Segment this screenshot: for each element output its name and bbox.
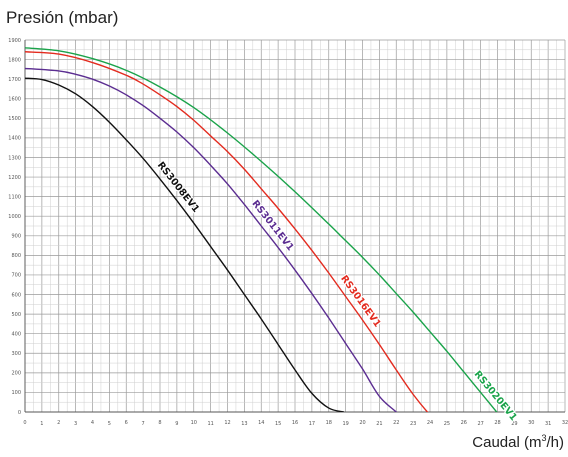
y-tick-300: 300 — [11, 351, 21, 357]
x-tick-15: 15 — [275, 421, 281, 427]
x-tick-11: 11 — [207, 421, 213, 427]
x-tick-5: 5 — [108, 421, 111, 427]
x-tick-7: 7 — [142, 421, 145, 427]
x-tick-8: 8 — [158, 420, 161, 426]
y-tick-600: 600 — [11, 292, 21, 298]
x-tick-18: 18 — [326, 420, 332, 426]
x-tick-1: 1 — [40, 421, 43, 427]
x-tick-13: 13 — [241, 421, 247, 427]
x-tick-28: 28 — [494, 420, 500, 426]
y-tick-500: 500 — [11, 312, 21, 318]
series-line-rs3011ev1 — [25, 67, 398, 412]
x-tick-2: 2 — [57, 420, 60, 426]
y-tick-800: 800 — [11, 253, 21, 259]
x-tick-3: 3 — [74, 421, 77, 427]
y-tick-700: 700 — [11, 273, 21, 279]
y-tick-1700: 1700 — [8, 77, 21, 83]
series-label-rs3020ev1: RS3020EV1 — [472, 369, 519, 423]
x-tick-6: 6 — [125, 420, 128, 426]
x-tick-32: 32 — [562, 420, 568, 426]
x-tick-10: 10 — [191, 420, 197, 426]
plot-grid — [24, 39, 566, 413]
x-axis-title: Caudal (m3/h) — [472, 433, 564, 451]
y-tick-1300: 1300 — [8, 155, 21, 161]
y-tick-1800: 1800 — [8, 57, 21, 63]
x-tick-30: 30 — [528, 420, 534, 426]
x-tick-21: 21 — [376, 421, 382, 427]
x-axis-title-suffix: /h) — [546, 434, 564, 451]
y-tick-1500: 1500 — [8, 116, 21, 122]
y-axis-title: Presión (mbar) — [6, 8, 119, 27]
y-tick-0: 0 — [18, 410, 21, 416]
series-line-rs3016ev1 — [25, 51, 429, 412]
y-tick-1000: 1000 — [8, 214, 21, 220]
x-tick-22: 22 — [393, 420, 399, 426]
y-tick-1400: 1400 — [8, 136, 21, 142]
x-tick-4: 4 — [91, 420, 94, 426]
plot-axes — [24, 40, 565, 413]
x-tick-25: 25 — [444, 421, 450, 427]
x-tick-19: 19 — [342, 421, 348, 427]
y-tick-1200: 1200 — [8, 175, 21, 181]
x-axis-title-superscript: 3 — [541, 433, 547, 443]
x-tick-20: 20 — [359, 420, 365, 426]
y-tick-900: 900 — [11, 234, 21, 240]
x-tick-16: 16 — [292, 420, 298, 426]
x-tick-17: 17 — [309, 421, 315, 427]
x-tick-9: 9 — [175, 421, 178, 427]
y-tick-100: 100 — [11, 390, 21, 396]
y-tick-1900: 1900 — [8, 38, 21, 44]
x-tick-29: 29 — [511, 421, 517, 427]
series-line-rs3020ev1 — [25, 47, 498, 412]
x-tick-14: 14 — [258, 420, 264, 426]
x-tick-labels: 0 1 2 3 4 5 6 7 8 9 10 11 12 13 14 15 16 17 18 19 20 21 22 23 24… — [23, 420, 568, 427]
x-tick-23: 23 — [410, 421, 416, 427]
x-tick-26: 26 — [461, 420, 467, 426]
x-tick-31: 31 — [545, 421, 551, 427]
x-tick-12: 12 — [224, 420, 230, 426]
y-tick-400: 400 — [11, 331, 21, 337]
x-tick-27: 27 — [477, 421, 483, 427]
x-tick-0: 0 — [23, 420, 26, 426]
series-label-rs3016ev1: RS3016EV1 — [338, 273, 383, 329]
x-axis-title-prefix: Caudal (m — [472, 434, 542, 451]
series-line-rs3008ev1 — [25, 77, 345, 412]
y-tick-1600: 1600 — [8, 97, 21, 103]
y-tick-labels: 0 100 200 300 400 500 600 700 800 900 1000 1100 1200… — [8, 38, 21, 416]
y-tick-1100: 1100 — [8, 194, 21, 200]
series-curves — [25, 47, 498, 412]
x-tick-24: 24 — [427, 420, 433, 426]
y-tick-200: 200 — [11, 371, 21, 377]
